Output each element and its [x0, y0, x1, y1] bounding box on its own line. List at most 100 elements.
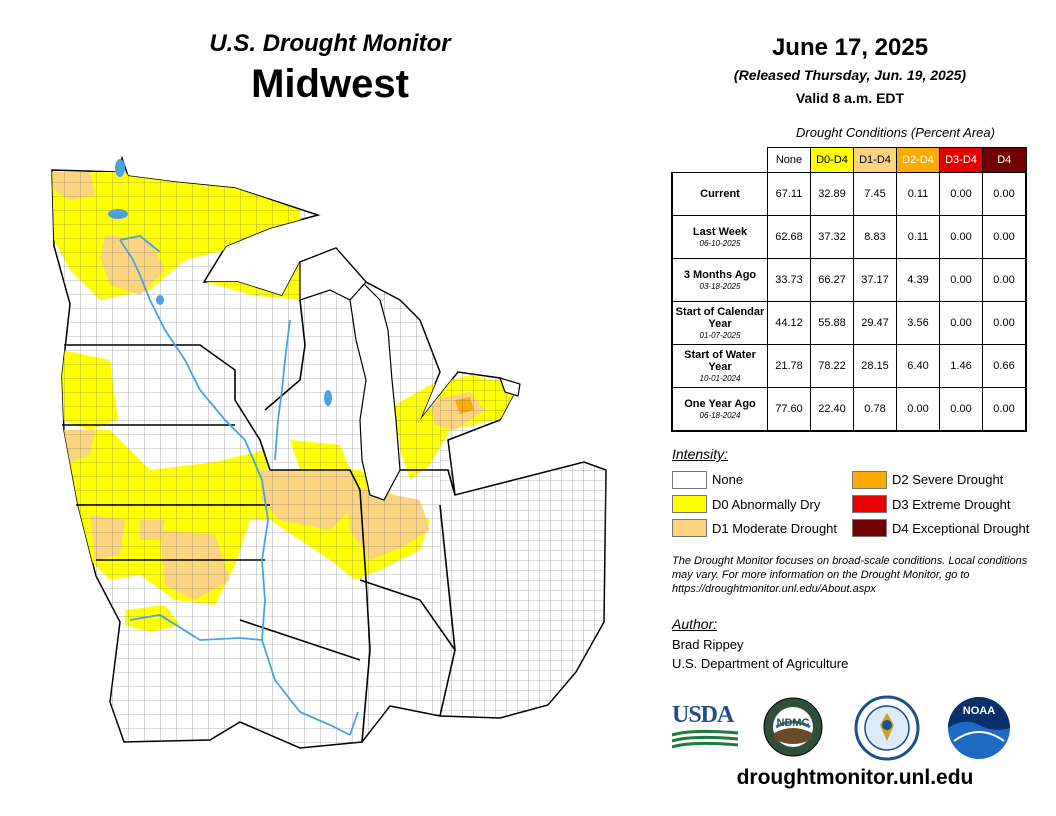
author-org: U.S. Department of Agriculture — [672, 656, 849, 671]
row-label: Last Week 06-10-2025 — [671, 215, 768, 259]
disclaimer-note: The Drought Monitor focuses on broad-sca… — [672, 555, 1028, 595]
row-date: 06-10-2025 — [699, 239, 741, 248]
table-row: 3 Months Ago 03-18-2025 33.73 66.27 37.17… — [671, 258, 1027, 302]
row-label: One Year Ago 06-18-2024 — [671, 387, 768, 432]
row-label-text: Current — [700, 188, 740, 200]
table-cell: 37.32 — [810, 215, 854, 259]
table-cell: 62.68 — [767, 215, 811, 259]
table-cell: 0.00 — [939, 387, 983, 432]
legend-label: D2 Severe Drought — [892, 472, 1004, 487]
row-date: 01-07-2025 — [699, 331, 741, 340]
row-label-text: 3 Months Ago — [683, 269, 757, 281]
table-cell: 67.11 — [767, 172, 811, 216]
table-cell: 0.78 — [853, 387, 897, 432]
legend-swatch-none — [672, 471, 707, 489]
col-d0-d4: D0-D4 — [810, 147, 854, 173]
legend-swatch-d3 — [852, 495, 887, 513]
legend-swatch-d0 — [672, 495, 707, 513]
legend-swatch-d1 — [672, 519, 707, 537]
table-cell: 29.47 — [853, 301, 897, 345]
col-none: None — [767, 147, 811, 173]
table-cell: 28.15 — [853, 344, 897, 388]
table-row: Start of Calendar Year 01-07-2025 44.12 5… — [671, 301, 1027, 345]
rivers — [119, 235, 359, 736]
table-cell: 7.45 — [853, 172, 897, 216]
lakes-small — [108, 159, 332, 406]
row-date: 03-18-2025 — [699, 282, 741, 291]
usda-logo: USDA — [671, 702, 739, 749]
legend-swatch-d2 — [852, 471, 887, 489]
valid-time: Valid 8 a.m. EDT — [795, 90, 905, 106]
table-cell: 55.88 — [810, 301, 854, 345]
conditions-table: None D0-D4 D1-D4 D2-D4 D3-D4 D4 Current … — [671, 147, 1027, 432]
row-label: Start of Water Year 10-01-2024 — [671, 344, 768, 388]
table-cell: 33.73 — [767, 258, 811, 302]
table-cell: 0.00 — [896, 387, 940, 432]
ndmc-seal-icon — [763, 697, 823, 757]
great-lakes — [299, 247, 521, 501]
usda-waves-icon — [671, 729, 739, 749]
table-cell: 0.00 — [939, 301, 983, 345]
table-cell: 0.00 — [939, 258, 983, 302]
table-cell: 0.11 — [896, 172, 940, 216]
table-header-row: None D0-D4 D1-D4 D2-D4 D3-D4 D4 — [672, 147, 1027, 173]
table-cell: 78.22 — [810, 344, 854, 388]
legend-title: Intensity: — [672, 446, 729, 462]
row-label: 3 Months Ago 03-18-2025 — [671, 258, 768, 302]
table-cell: 66.27 — [810, 258, 854, 302]
col-d1-d4: D1-D4 — [853, 147, 897, 173]
drought-map — [51, 155, 607, 749]
released-date: (Released Thursday, Jun. 19, 2025) — [733, 67, 967, 83]
table-cell: 32.89 — [810, 172, 854, 216]
col-d2-d4: D2-D4 — [896, 147, 940, 173]
conditions-title: Drought Conditions (Percent Area) — [796, 125, 995, 140]
table-row: Start of Water Year 10-01-2024 21.78 78.2… — [671, 344, 1027, 388]
table-cell: 0.00 — [939, 172, 983, 216]
legend-swatch-d4 — [852, 519, 887, 537]
legend-label: D0 Abnormally Dry — [712, 497, 821, 512]
row-label-text: Last Week — [692, 226, 748, 238]
table-cell: 0.00 — [982, 387, 1027, 432]
map-date: June 17, 2025 — [771, 34, 929, 61]
table-cell: 3.56 — [896, 301, 940, 345]
author-name: Brad Rippey — [672, 637, 744, 652]
table-cell: 77.60 — [767, 387, 811, 432]
table-cell: 21.78 — [767, 344, 811, 388]
table-cell: 0.00 — [982, 172, 1027, 216]
col-d4: D4 — [982, 147, 1027, 173]
table-cell: 37.17 — [853, 258, 897, 302]
ndmc-logo: NDMC — [760, 697, 826, 757]
row-label: Start of Calendar Year 01-07-2025 — [671, 301, 768, 345]
author-title: Author: — [672, 616, 718, 632]
table-cell: 1.46 — [939, 344, 983, 388]
website-url[interactable]: droughtmonitor.unl.edu — [736, 766, 974, 789]
state-borders — [62, 299, 456, 743]
table-cell: 4.39 — [896, 258, 940, 302]
legend-label: D1 Moderate Drought — [712, 521, 838, 536]
commerce-seal-icon — [854, 695, 920, 761]
table-cell: 22.40 — [810, 387, 854, 432]
row-label-text: Start of Water Year — [684, 349, 756, 373]
map-title: U.S. Drought Monitor — [209, 30, 451, 57]
legend-label: None — [712, 472, 744, 487]
table-cell: 0.66 — [982, 344, 1027, 388]
row-date: 10-01-2024 — [699, 374, 741, 383]
commerce-seal-logo — [854, 695, 920, 761]
table-cell: 8.83 — [853, 215, 897, 259]
table-row: Last Week 06-10-2025 62.68 37.32 8.83 0.1… — [671, 215, 1027, 259]
ndmc-logo-text: NDMC — [776, 717, 810, 729]
row-label: Current — [671, 172, 768, 216]
region-title: Midwest — [251, 62, 409, 106]
row-label-text: One Year Ago — [684, 398, 756, 410]
table-cell: 44.12 — [767, 301, 811, 345]
row-label-text: Start of Calendar Year — [675, 306, 765, 330]
noaa-logo: NOAA — [946, 695, 1012, 761]
table-row: Current 67.11 32.89 7.45 0.11 0.00 0.00 — [671, 172, 1027, 216]
col-d3-d4: D3-D4 — [939, 147, 983, 173]
table-cell: 0.00 — [982, 301, 1027, 345]
table-row: One Year Ago 06-18-2024 77.60 22.40 0.78 … — [671, 387, 1027, 432]
table-cell: 0.00 — [982, 215, 1027, 259]
table-cell: 6.40 — [896, 344, 940, 388]
table-cell: 0.11 — [896, 215, 940, 259]
table-cell: 0.00 — [939, 215, 983, 259]
